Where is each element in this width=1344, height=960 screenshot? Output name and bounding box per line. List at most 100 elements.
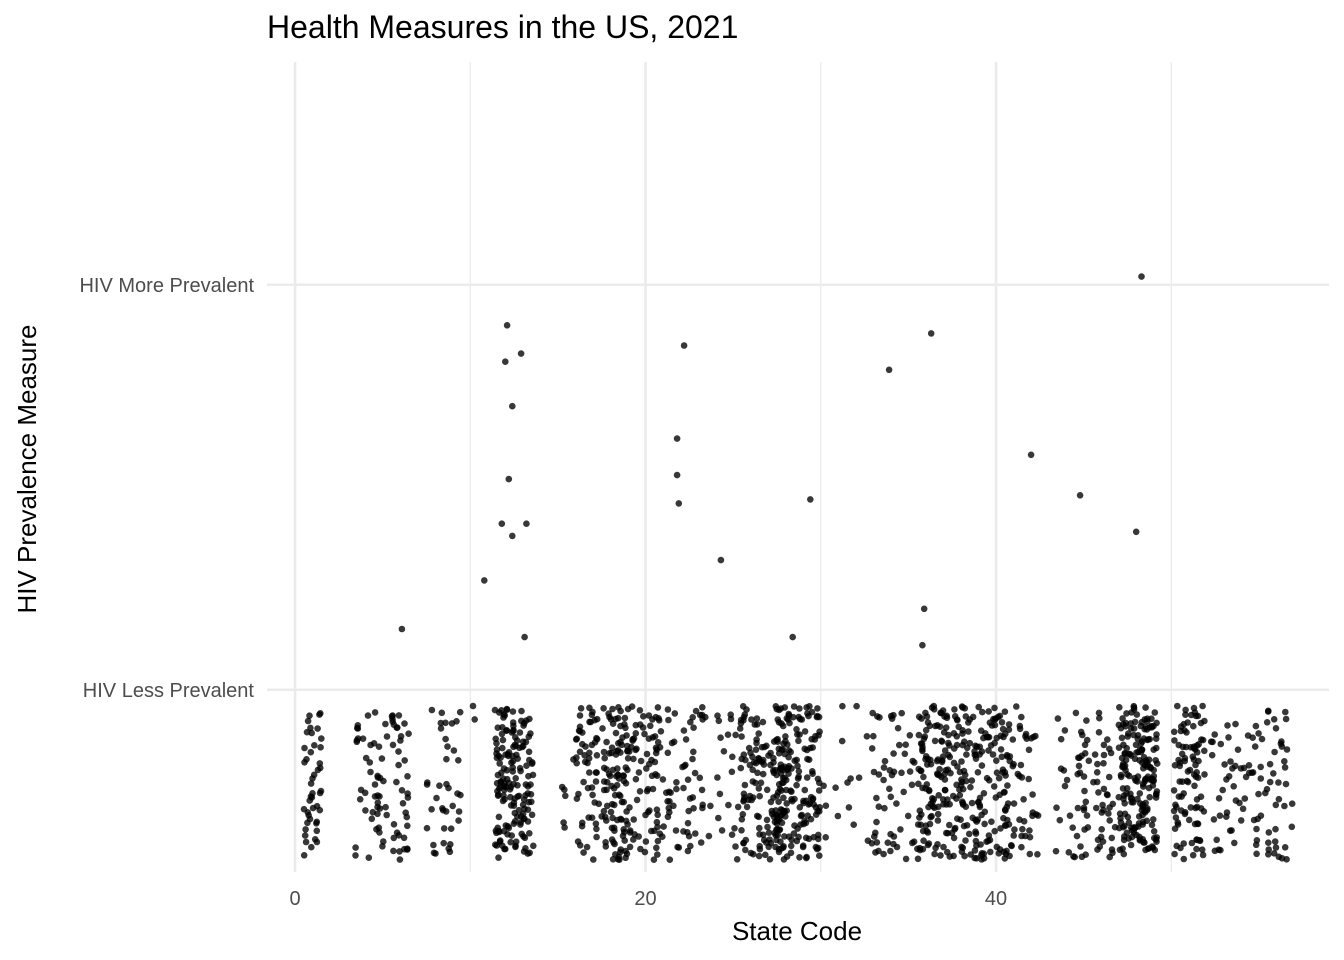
data-point [939, 796, 947, 803]
data-point [1025, 746, 1033, 754]
data-point [953, 741, 961, 749]
data-point [404, 846, 411, 853]
data-point [727, 715, 735, 723]
data-point [1105, 773, 1113, 781]
data-point [1265, 707, 1272, 715]
data-point [962, 837, 969, 844]
data-point [778, 764, 786, 772]
data-point [654, 704, 662, 711]
data-point [1176, 759, 1184, 766]
data-point [455, 817, 462, 824]
data-point [371, 781, 379, 788]
data-point [927, 760, 935, 768]
data-point [930, 795, 938, 803]
data-point [1139, 818, 1147, 826]
data-point [1109, 800, 1117, 808]
data-point [442, 808, 450, 815]
data-point [1153, 760, 1161, 767]
data-point [1026, 827, 1033, 834]
data-point [1097, 833, 1105, 841]
data-point [906, 768, 914, 775]
data-point [1018, 713, 1025, 721]
data-point [946, 742, 953, 749]
data-point [998, 753, 1006, 761]
data-point [748, 716, 755, 723]
data-point [1181, 727, 1188, 734]
data-point [787, 842, 795, 850]
data-point [579, 729, 586, 736]
data-point [752, 779, 759, 787]
data-point [365, 854, 373, 861]
data-point [654, 851, 661, 858]
data-point [931, 850, 938, 858]
data-point [585, 814, 592, 821]
data-point [449, 802, 457, 810]
data-point [1052, 847, 1060, 855]
data-point [934, 817, 942, 824]
data-point [612, 729, 620, 737]
data-point [807, 496, 814, 503]
data-point [987, 848, 994, 856]
data-point [517, 350, 525, 357]
data-point [1096, 714, 1103, 722]
data-point [389, 718, 397, 725]
data-point [1231, 839, 1238, 847]
data-point [375, 824, 383, 831]
data-point [448, 720, 456, 727]
data-point [630, 755, 637, 763]
data-point [613, 747, 621, 755]
data-point [888, 715, 896, 722]
data-point [1004, 753, 1011, 760]
data-point [772, 831, 779, 839]
data-point [592, 820, 600, 827]
data-point [393, 778, 400, 786]
data-point [603, 817, 610, 824]
data-point [617, 707, 624, 715]
data-point [784, 765, 791, 772]
data-point [738, 733, 745, 740]
data-point [514, 782, 521, 789]
data-point [1153, 731, 1160, 738]
data-point [1124, 813, 1132, 821]
data-point [983, 774, 991, 782]
data-point [1255, 790, 1262, 798]
data-point [529, 759, 536, 766]
data-point [613, 781, 621, 789]
data-point [1140, 783, 1147, 790]
data-point [875, 803, 883, 810]
data-point [581, 758, 589, 766]
data-point [378, 755, 386, 762]
data-point [1073, 832, 1081, 840]
data-point [930, 702, 938, 710]
data-point [1271, 748, 1278, 756]
data-point [649, 716, 656, 723]
data-point [822, 834, 829, 841]
data-point [512, 775, 519, 782]
data-point [968, 799, 976, 807]
data-point [1253, 837, 1261, 844]
data-point [1224, 722, 1231, 729]
data-point [1210, 816, 1218, 823]
data-point [1182, 706, 1189, 714]
data-point [773, 811, 781, 818]
data-point [510, 820, 518, 827]
data-point [742, 756, 749, 764]
data-point [624, 755, 632, 762]
data-point [940, 843, 947, 851]
data-point [1094, 846, 1101, 853]
data-point [943, 801, 950, 808]
data-point [500, 792, 507, 799]
data-point [684, 847, 692, 855]
data-point [1069, 824, 1076, 831]
data-point [756, 824, 763, 832]
data-point [309, 804, 317, 812]
data-point [988, 722, 996, 729]
data-point [1137, 748, 1145, 756]
data-point [673, 435, 681, 442]
x-tick-label: 20 [634, 888, 656, 910]
data-point [389, 741, 397, 749]
data-point [698, 786, 706, 794]
data-point [814, 712, 821, 720]
data-point [915, 731, 923, 739]
data-point [687, 718, 694, 726]
